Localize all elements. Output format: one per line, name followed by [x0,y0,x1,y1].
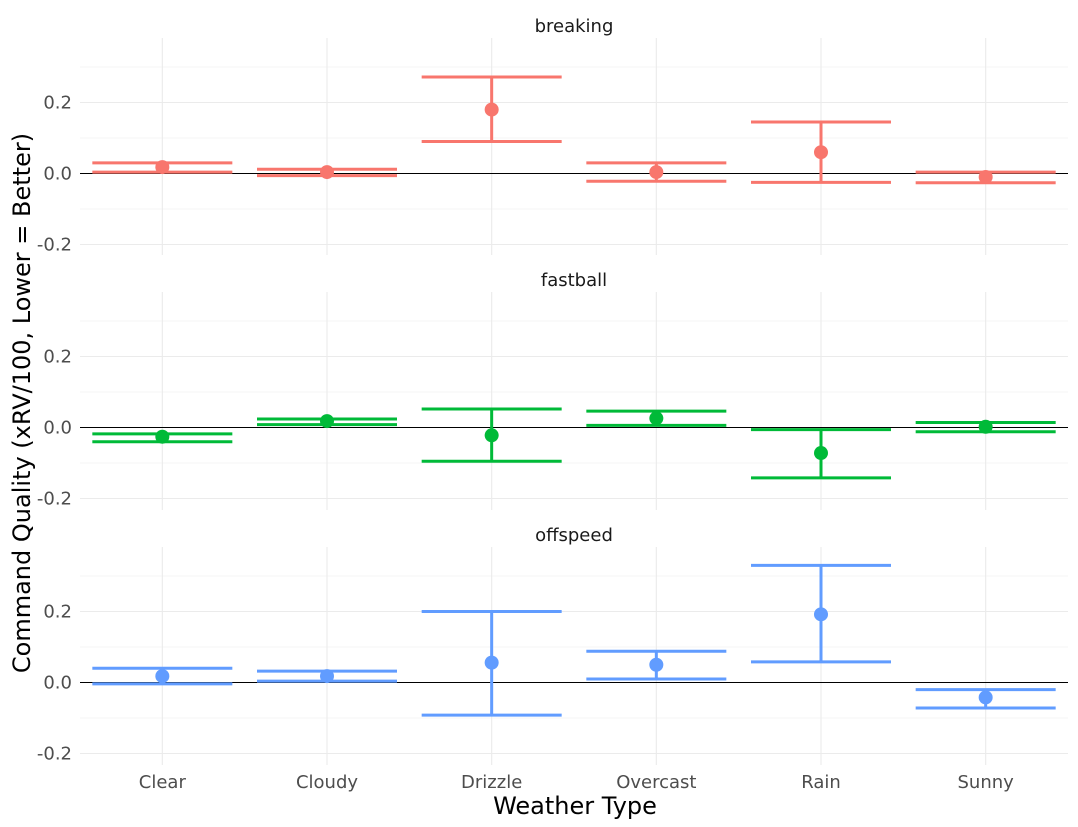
errorbar-breaking-rain [751,120,891,184]
point-breaking-drizzle [484,102,499,117]
x-tick-label-overcast: Overcast [616,772,696,793]
point-offspeed-overcast [649,657,664,672]
errorbar-breaking-overcast [586,161,727,183]
y-tick-label: 0.2 [43,93,72,114]
errorbar-fastball-drizzle [421,407,562,463]
errorbar-offspeed-cloudy [257,669,397,684]
point-fastball-overcast [649,411,664,426]
errorbar-breaking-cloudy [257,165,397,180]
errorbar-offspeed-drizzle [421,610,562,717]
point-breaking-cloudy [320,165,334,180]
y-tick-label: 0.0 [43,418,72,439]
point-breaking-clear [155,160,170,175]
errorbar-breaking-sunny [915,170,1056,185]
facet-strip-label: fastball [541,270,607,291]
y-tick-label: 0.2 [43,347,72,368]
point-breaking-rain [814,145,828,160]
y-tick-label: 0.2 [43,602,72,623]
facet-fastball: fastball -0.2 0.0 0.2 [37,270,1068,510]
x-axis-title: Weather Type [493,792,657,820]
x-tick-label-clear: Clear [139,772,187,793]
point-fastball-drizzle [484,428,499,443]
errorbar-offspeed-sunny [915,688,1056,710]
point-fastball-rain [814,446,828,461]
y-axis-title: Command Quality (xRV/100, Lower = Better… [8,133,36,673]
facet-strip-label: breaking [535,16,614,37]
y-tick-label: 0.0 [43,164,72,185]
point-breaking-sunny [978,170,993,185]
y-tick-label: -0.2 [37,235,72,256]
point-offspeed-sunny [978,690,993,705]
errorbar-fastball-rain [751,428,891,480]
y-tick-label: 0.0 [43,673,72,694]
point-offspeed-cloudy [320,669,334,684]
y-tick-label: -0.2 [37,489,72,510]
facet-offspeed: offspeed -0.2 0.0 0.2 [37,525,1068,765]
facet-breaking: breaking -0.2 0.0 0.2 [37,16,1068,256]
errorbar-breaking-drizzle [421,75,562,144]
point-offspeed-rain [814,607,828,622]
errorbar-fastball-overcast [586,409,727,427]
errorbar-offspeed-overcast [586,649,727,681]
errorbar-fastball-clear [92,429,233,444]
point-offspeed-clear [155,669,170,684]
errorbar-offspeed-rain [751,563,891,664]
point-offspeed-drizzle [484,655,499,670]
errorbar-breaking-clear [92,160,233,175]
errorbar-offspeed-clear [92,666,233,686]
x-tick-label-cloudy: Cloudy [296,772,358,793]
point-fastball-clear [155,429,170,444]
y-tick-label: -0.2 [37,744,72,765]
x-tick-label-rain: Rain [801,772,841,793]
x-tick-label-drizzle: Drizzle [461,772,522,793]
errorbar-fastball-sunny [915,419,1056,434]
point-fastball-cloudy [320,414,334,429]
x-tick-label-sunny: Sunny [958,772,1015,793]
errorbar-fastball-cloudy [257,414,397,429]
point-breaking-overcast [649,165,664,180]
facet-strip-label: offspeed [535,525,613,546]
point-fastball-sunny [978,419,993,434]
